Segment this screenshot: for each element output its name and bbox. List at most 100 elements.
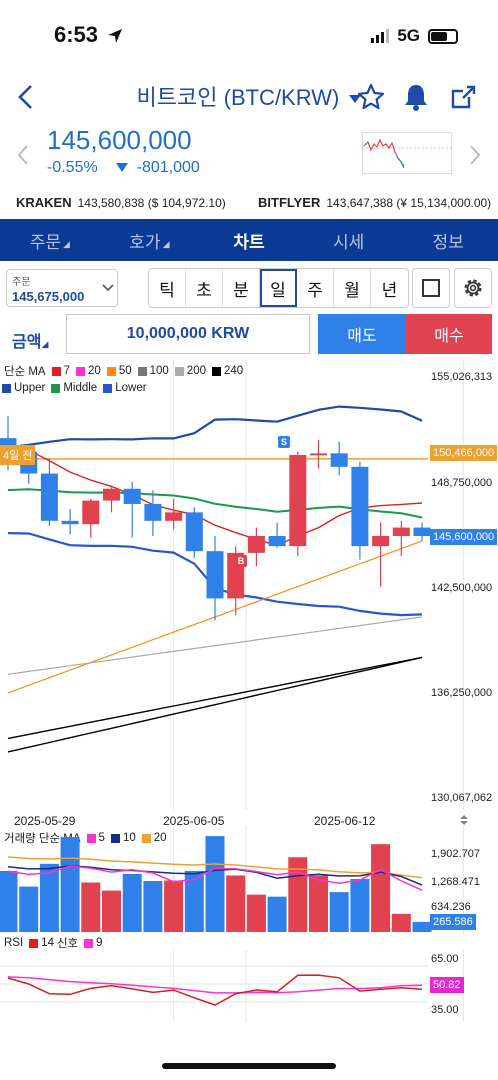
corner-icon: ◢ — [62, 238, 70, 249]
amount-label[interactable]: 금액◢ — [12, 328, 48, 352]
bell-icon[interactable] — [402, 82, 430, 112]
main-tabs: 주문 ◢ 호가 ◢ 차트 시세 정보 — [0, 219, 498, 261]
price-axis-label: 155,026,313 — [431, 371, 493, 383]
chart-settings-button[interactable] — [454, 268, 492, 308]
date-label: 2025-05-29 — [14, 814, 76, 828]
period-tick[interactable]: 틱 — [149, 269, 186, 307]
bb-lower: Lower — [115, 382, 147, 394]
ma-period: 50 — [118, 365, 132, 377]
candle-body — [185, 512, 203, 552]
volume-bar — [81, 882, 101, 932]
volume-ma5-line — [7, 865, 423, 891]
rsi-axis-label: 35.00 — [431, 1004, 459, 1016]
star-icon[interactable] — [357, 83, 385, 111]
candle-body — [247, 535, 265, 553]
tab-label: 차트 — [233, 232, 265, 252]
sell-button[interactable]: 매도 — [318, 314, 406, 354]
volume-bar — [143, 881, 163, 932]
change-amount: -801,000 — [136, 159, 200, 176]
volume-axis-label: 634.236 — [431, 901, 471, 913]
bollinger-legend: Upper Middle Lower — [2, 382, 147, 394]
period-selector: 틱 초 분 일 주 월 년 — [148, 268, 409, 308]
date-label: 2025-06-12 — [314, 814, 376, 828]
tab-info[interactable]: 정보 — [398, 219, 498, 261]
ma100-line — [7, 656, 423, 753]
volume-bar — [205, 836, 225, 932]
volume-ma20-line — [7, 856, 423, 879]
volume-axis-label: 1,902.707 — [431, 848, 480, 860]
price-axis-label: 142,500,000 — [431, 582, 493, 594]
period-minute[interactable]: 분 — [223, 269, 260, 307]
network-label: 5G — [397, 26, 420, 45]
exchange-kraken: KRAKEN 143,580,838 ($ 104,972.10) — [16, 195, 226, 210]
volume-bar — [412, 921, 432, 932]
share-icon[interactable] — [449, 83, 477, 111]
order-price-select[interactable]: 주문 145,675,000 — [6, 269, 118, 307]
period-month[interactable]: 월 — [334, 269, 371, 307]
volume-bar — [267, 896, 287, 932]
coin-title[interactable]: 비트코인 (BTC/KRW) — [0, 80, 498, 112]
dropdown-icon — [349, 95, 362, 104]
sort-icon[interactable] — [458, 813, 470, 827]
period-second[interactable]: 초 — [186, 269, 223, 307]
rsi-legend-title: RSI — [4, 937, 24, 949]
current-price-tag: 145,600,000 — [430, 529, 498, 545]
back-icon[interactable] — [16, 84, 36, 110]
volume-ma-period: 20 — [153, 832, 167, 844]
rsi-signal-label: 신호 — [56, 938, 79, 950]
volume-current-tag: 265.586 — [430, 914, 476, 930]
tab-orderbook[interactable]: 호가 ◢ — [100, 219, 200, 261]
gear-icon — [464, 279, 482, 297]
candle-body — [165, 512, 183, 521]
period-year[interactable]: 년 — [381, 280, 398, 300]
price-chart[interactable] — [0, 360, 498, 810]
volume-chart[interactable] — [0, 826, 498, 934]
candle-body — [330, 453, 348, 467]
amount-input[interactable]: 10,000,000 KRW — [66, 314, 310, 354]
candle-body — [289, 455, 307, 547]
ma-period: 7 — [63, 365, 71, 377]
candle-body — [413, 527, 431, 536]
ma-legend: 단순 MA 7 20 50 100 200 240 — [4, 363, 243, 379]
volume-bar — [391, 913, 411, 932]
rsi-signal-line — [7, 976, 423, 994]
line-price-tag: 150,466,000 — [430, 445, 498, 461]
tab-chart[interactable]: 차트 — [199, 219, 299, 261]
layout-toggle-button[interactable] — [412, 268, 450, 308]
rsi-axis-label: 65.00 — [431, 953, 459, 965]
line-age-tag: 4일 전 — [0, 445, 36, 465]
period-day[interactable]: 일 — [260, 269, 297, 307]
buy-button[interactable]: 매수 — [406, 314, 492, 354]
rsi-legend: RSI 14 신호 9 — [4, 935, 103, 951]
candle-body — [82, 500, 100, 525]
next-coin-icon[interactable] — [468, 144, 482, 166]
ma-legend-title: 단순 MA — [4, 366, 46, 378]
tab-market[interactable]: 시세 — [299, 219, 399, 261]
prev-coin-icon[interactable] — [16, 144, 30, 166]
rsi-signal-period: 9 — [96, 937, 103, 949]
candle-body — [144, 503, 162, 521]
volume-ma-period: 5 — [98, 832, 105, 844]
volume-bar — [19, 886, 39, 932]
tab-order[interactable]: 주문 ◢ — [0, 219, 100, 261]
period-week[interactable]: 주 — [297, 269, 334, 307]
volume-bar — [329, 892, 349, 932]
location-arrow-icon — [108, 29, 122, 43]
ma200-line — [7, 616, 423, 675]
change-percent: -0.55% — [47, 159, 98, 176]
volume-bar — [371, 844, 391, 932]
tab-label: 정보 — [432, 232, 464, 252]
rsi-chart[interactable] — [0, 950, 498, 1022]
candle-body — [40, 473, 58, 521]
sell-signal-marker[interactable]: S — [278, 436, 290, 448]
volume-bar — [39, 863, 59, 932]
volume-bar — [309, 875, 328, 932]
tab-label: 시세 — [332, 232, 365, 252]
bb-middle: Middle — [63, 382, 98, 394]
volume-bar — [350, 879, 370, 932]
amount-label-text: 금액 — [12, 334, 42, 351]
volume-bar — [122, 873, 142, 932]
coin-title-text: 비트코인 (BTC/KRW) — [136, 85, 340, 110]
buy-signal-marker[interactable]: B — [235, 555, 247, 567]
current-price: 145,600,000 — [47, 125, 192, 155]
